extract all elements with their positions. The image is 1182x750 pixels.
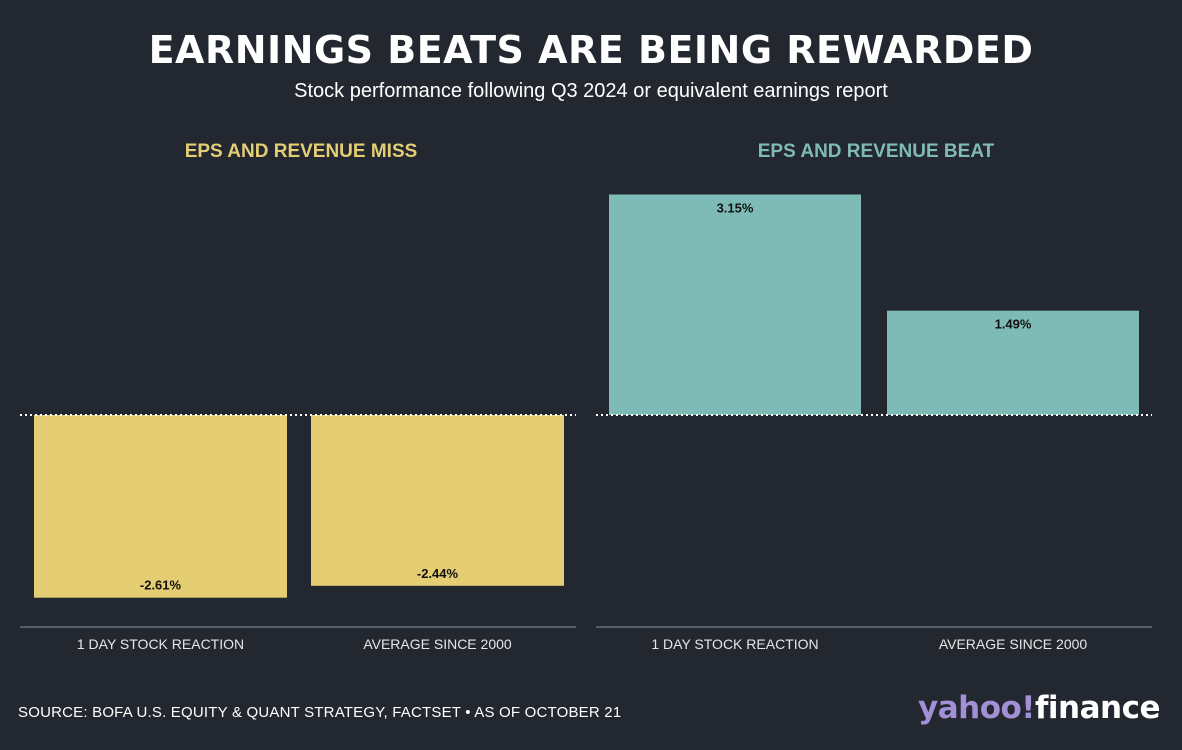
yahoo-finance-logo: yahoo!finance [918, 690, 1161, 726]
bar-miss-2 [311, 415, 564, 586]
data-label-beat-2: 1.49% [995, 317, 1032, 332]
source-note: SOURCE: BOFA U.S. EQUITY & QUANT STRATEG… [18, 704, 622, 721]
logo-brand: yahoo [918, 690, 1022, 726]
chart-subtitle: Stock performance following Q3 2024 or e… [294, 80, 888, 102]
data-label-beat-1: 3.15% [717, 201, 754, 216]
tick-label-miss-1: 1 DAY STOCK REACTION [77, 636, 244, 652]
data-label-miss-2: -2.44% [417, 566, 459, 581]
chart-title: EARNINGS BEATS ARE BEING REWARDED [148, 28, 1034, 72]
logo-product: finance [1034, 690, 1161, 726]
tick-label-beat-2: AVERAGE SINCE 2000 [939, 636, 1088, 652]
panel-title-miss: EPS AND REVENUE MISS [185, 141, 418, 162]
bar-beat-2 [887, 310, 1139, 415]
tick-label-miss-2: AVERAGE SINCE 2000 [363, 636, 512, 652]
tick-label-beat-1: 1 DAY STOCK REACTION [651, 636, 818, 652]
logo-bang: ! [1021, 690, 1035, 726]
chart-area: EPS AND REVENUE MISS -2.61% 1 DAY STOCK RE… [20, 141, 1152, 652]
panel-title-beat: EPS AND REVENUE BEAT [758, 141, 995, 162]
bar-beat-1 [609, 194, 861, 415]
data-label-miss-1: -2.61% [140, 578, 182, 593]
bar-miss-1 [34, 415, 287, 598]
